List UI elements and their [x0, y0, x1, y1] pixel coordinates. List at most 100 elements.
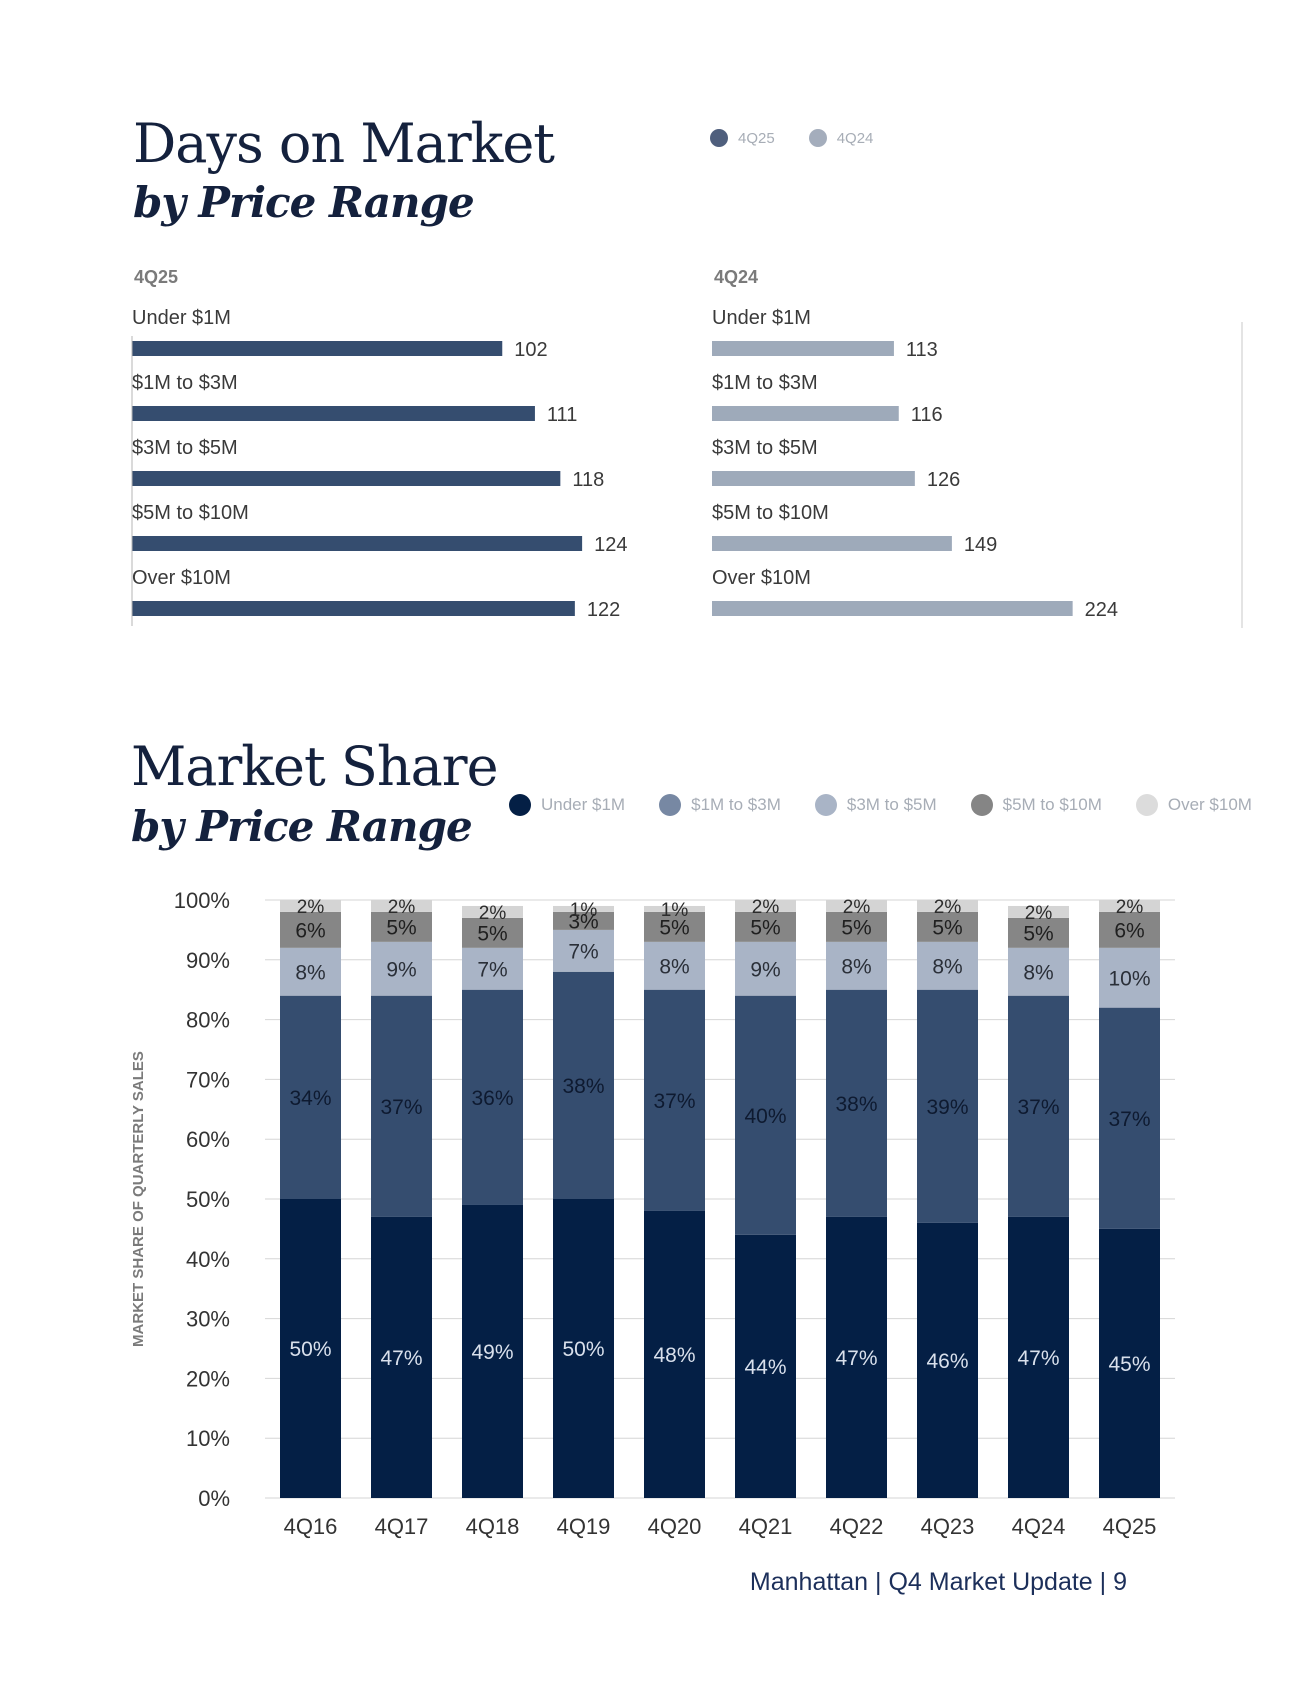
segment-label: 2% — [752, 897, 780, 918]
category-label-5m-to-10m: $5M to $10M — [132, 502, 249, 524]
segment-3m-to-5m-4q21 — [735, 941, 796, 996]
legend-item-5m-to-10m: $5M to $10M — [970, 794, 1102, 816]
y-tick-label: 30% — [186, 1307, 230, 1332]
segment-label: 5% — [841, 916, 871, 939]
value-label-under-1m: 102 — [514, 339, 547, 361]
segment-under-1m-4q24 — [1008, 1216, 1069, 1498]
x-tick-label: 4Q17 — [375, 1514, 429, 1539]
legend-dot-icon — [970, 794, 993, 816]
segment-label: 2% — [1025, 903, 1053, 924]
segment-5m-to-10m-4q25 — [1099, 911, 1160, 948]
legend-dot-icon — [814, 794, 837, 816]
segment-label: 8% — [841, 955, 871, 978]
segment-label: 37% — [1108, 1108, 1150, 1131]
value-label-1m-to-3m: 111 — [547, 404, 577, 426]
segment-label: 38% — [562, 1075, 604, 1098]
y-tick-label: 80% — [186, 1008, 230, 1033]
category-label-over-10m: Over $10M — [132, 567, 231, 589]
page-footer: Manhattan | Q4 Market Update | 9 — [749, 1568, 1127, 1596]
segment-1m-to-3m-4q21 — [735, 995, 796, 1235]
legend-label: Over $10M — [1167, 795, 1252, 814]
segment-5m-to-10m-4q18 — [462, 917, 523, 948]
value-label-5m-to-10m: 149 — [964, 534, 997, 556]
y-tick-label: 50% — [186, 1187, 230, 1212]
segment-label: 5% — [386, 916, 416, 939]
segment-label: 5% — [1023, 922, 1053, 945]
legend-dot-icon — [808, 129, 827, 147]
segment-label: 10% — [1108, 967, 1150, 990]
segment-5m-to-10m-4q16 — [280, 911, 341, 948]
dom-4q25-chart: 4Q25 Under $1M 102 $1M to $3M 111 $3M to $5M 1… — [131, 267, 627, 626]
segment-label: 7% — [477, 958, 507, 981]
x-tick-label: 4Q25 — [1103, 1514, 1157, 1539]
segment-1m-to-3m-4q17 — [371, 995, 432, 1217]
legend-label: $1M to $3M — [691, 795, 781, 814]
segment-label: 1% — [570, 900, 598, 921]
segment-label: 2% — [297, 897, 325, 918]
segment-under-1m-4q21 — [735, 1234, 796, 1498]
legend-label: $3M to $5M — [846, 795, 937, 814]
segment-label: 6% — [1114, 919, 1144, 942]
segment-label: 37% — [653, 1090, 695, 1113]
x-tick-label: 4Q19 — [557, 1514, 611, 1539]
segment-over-10m-4q18 — [462, 905, 523, 918]
segment-label: 38% — [835, 1093, 877, 1116]
segment-over-10m-4q22 — [826, 900, 887, 912]
legend-item-over-10m: Over $10M — [1135, 794, 1252, 816]
segment-over-10m-4q19 — [553, 905, 614, 912]
legend-item-under-1m: Under $1M — [509, 794, 625, 816]
bar-3m-to-5m — [132, 471, 561, 486]
panel-title: 4Q24 — [714, 267, 758, 287]
bar-1m-to-3m — [712, 406, 899, 421]
y-tick-label: 100% — [174, 888, 230, 913]
y-tick-label: 60% — [186, 1127, 230, 1152]
panel-title: 4Q25 — [134, 267, 178, 287]
segment-label: 2% — [1116, 897, 1144, 918]
segment-label: 5% — [932, 916, 962, 939]
segment-under-1m-4q16 — [280, 1199, 341, 1498]
value-label-3m-to-5m: 126 — [927, 469, 960, 491]
segment-5m-to-10m-4q23 — [917, 911, 978, 942]
segment-1m-to-3m-4q25 — [1099, 1007, 1160, 1229]
y-tick-label: 90% — [186, 948, 230, 973]
segment-label: 3% — [568, 910, 598, 933]
segment-5m-to-10m-4q21 — [735, 911, 796, 942]
segment-label: 6% — [295, 919, 325, 942]
segment-1m-to-3m-4q16 — [280, 995, 341, 1199]
segment-label: 50% — [289, 1338, 331, 1361]
bar-under-1m — [712, 341, 894, 356]
segment-label: 9% — [750, 958, 780, 981]
legend-label: 4Q24 — [836, 129, 874, 147]
market-share-chart: 0% 10% 20% 30% 40% 50% 60% 70% 80% 90% 100% MARKET … — [130, 888, 1175, 1539]
bar-over-10m — [132, 601, 575, 616]
segment-label: 5% — [750, 916, 780, 939]
segment-3m-to-5m-4q19 — [553, 929, 614, 972]
segment-1m-to-3m-4q23 — [917, 989, 978, 1223]
segment-3m-to-5m-4q17 — [371, 941, 432, 996]
bar-under-1m — [132, 341, 503, 356]
segment-3m-to-5m-4q23 — [917, 941, 978, 990]
legend-item-4q25: 4Q25 — [710, 129, 775, 147]
segment-over-10m-4q16 — [280, 900, 341, 912]
segment-label: 36% — [471, 1087, 513, 1110]
segment-label: 2% — [843, 897, 871, 918]
segment-over-10m-4q20 — [644, 905, 705, 912]
y-tick-label: 40% — [186, 1247, 230, 1272]
segment-label: 2% — [479, 903, 507, 924]
segment-label: 34% — [289, 1087, 331, 1110]
segment-1m-to-3m-4q22 — [826, 989, 887, 1217]
segment-label: 48% — [653, 1344, 695, 1367]
dom-subtitle: by Price Range — [133, 178, 475, 227]
segment-over-10m-4q21 — [735, 900, 796, 912]
segment-under-1m-4q23 — [917, 1222, 978, 1498]
bar-5m-to-10m — [132, 536, 583, 551]
segment-label: 8% — [932, 955, 962, 978]
legend-dot-icon — [659, 794, 682, 816]
value-label-under-1m: 113 — [906, 339, 938, 361]
segment-under-1m-4q20 — [644, 1210, 705, 1498]
segment-5m-to-10m-4q24 — [1008, 917, 1069, 948]
segment-over-10m-4q24 — [1008, 905, 1069, 918]
y-axis-label: MARKET SHARE OF QUARTERLY SALES — [130, 1051, 147, 1347]
category-label-3m-to-5m: $3M to $5M — [132, 437, 238, 459]
value-label-5m-to-10m: 124 — [594, 534, 627, 556]
